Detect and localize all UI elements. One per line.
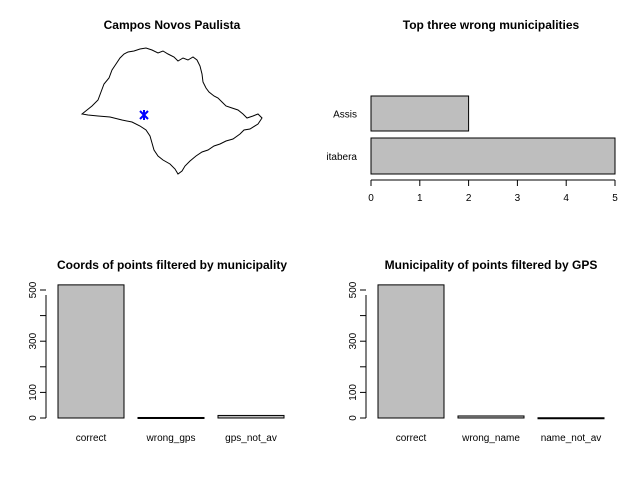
vbar2-category-label: wrong_name — [461, 433, 520, 444]
state-outline-map — [80, 47, 263, 175]
hbar-tick-label: 1 — [417, 193, 423, 204]
hbar-tick-label: 4 — [563, 193, 569, 204]
vbar1-tick-label: 300 — [28, 332, 39, 349]
vbar2-category-label: name_not_av — [541, 433, 602, 444]
vbar1-bar-2 — [217, 414, 285, 419]
hbar-tick-label: 5 — [612, 193, 618, 204]
hbar-tick-label: 2 — [466, 193, 472, 204]
vbar2-tick-label: 0 — [348, 415, 359, 421]
vbar1-y-ticks: 0 100 300 500 — [28, 281, 46, 421]
vbar1-bars — [57, 284, 285, 419]
vbar1-bar-1 — [137, 416, 205, 419]
vbar2-tick-label: 300 — [348, 332, 359, 349]
hbar-category-labels: Assis itabera — [326, 110, 357, 164]
vbar1-category-label: gps_not_av — [225, 433, 277, 444]
hbar-bar-0 — [370, 95, 470, 132]
vbar2-bars — [377, 284, 605, 420]
map-panel: Campos Novos Paulista — [80, 18, 263, 175]
hbar-tick-label: 3 — [515, 193, 521, 204]
vbar1-title: Coords of points filtered by municipalit… — [57, 258, 287, 272]
vbar1-tick-label: 0 — [28, 415, 39, 421]
vbar1-category-label: wrong_gps — [146, 433, 196, 444]
vbar1-tick-label: 100 — [28, 384, 39, 401]
vbar2-tick-label: 500 — [348, 281, 359, 298]
vbar1-panel: Coords of points filtered by municipalit… — [28, 258, 287, 444]
hbar-category-label: itabera — [326, 152, 357, 163]
vbar2-category-labels: correct wrong_name name_not_av — [396, 433, 602, 444]
hbar-panel: Top three wrong municipalities Assis itab… — [326, 18, 618, 204]
map-title: Campos Novos Paulista — [104, 18, 241, 32]
vbar2-tick-label: 100 — [348, 384, 359, 401]
vbar2-panel: Municipality of points filtered by GPS c… — [348, 258, 605, 444]
hbar-tick-label: 0 — [368, 193, 374, 204]
vbar2-category-label: correct — [396, 433, 427, 444]
vbar2-title: Municipality of points filtered by GPS — [385, 258, 598, 272]
hbar-bar-1 — [370, 137, 616, 175]
vbar2-y-ticks: 0 100 300 500 — [348, 281, 366, 421]
hbar-title: Top three wrong municipalities — [403, 18, 580, 32]
vbar1-tick-label: 500 — [28, 281, 39, 298]
vbar1-category-labels: correct wrong_gps gps_not_av — [76, 433, 277, 444]
hbar-x-ticks: 0 1 2 3 4 5 — [368, 180, 618, 204]
vbar1-category-label: correct — [76, 433, 107, 444]
vbar1-bar-0 — [57, 284, 125, 419]
hbar-bars — [370, 95, 616, 175]
vbar2-bar-2 — [537, 417, 605, 420]
vbar2-bar-0 — [377, 284, 445, 419]
hbar-category-label: Assis — [333, 110, 357, 121]
vbar2-bar-1 — [457, 415, 525, 419]
map-marker-group — [139, 110, 149, 120]
